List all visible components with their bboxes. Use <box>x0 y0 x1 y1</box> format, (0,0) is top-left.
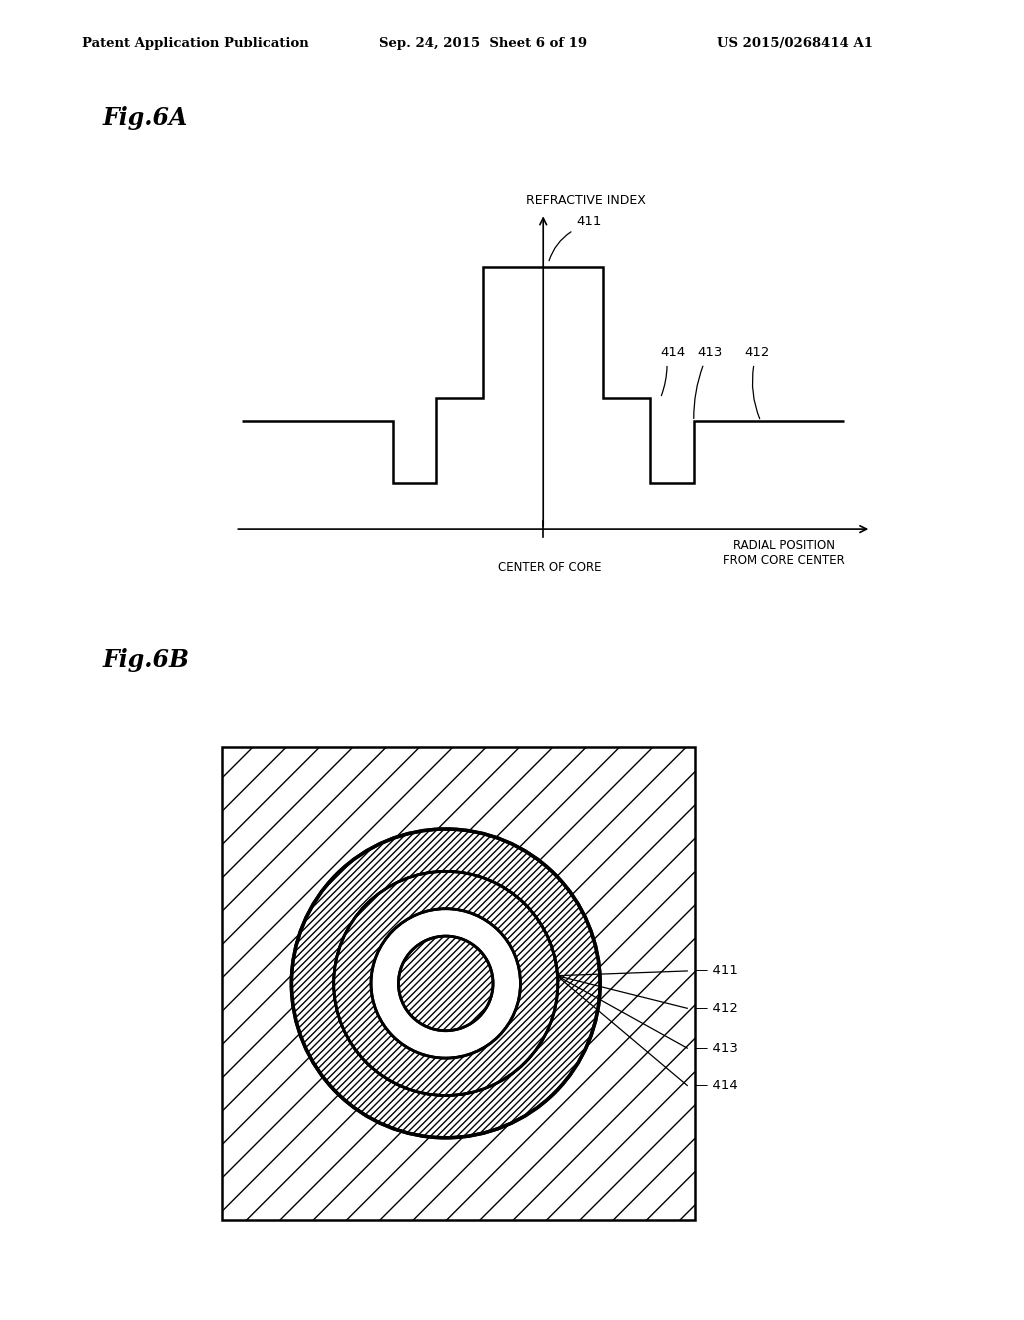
Circle shape <box>398 936 493 1031</box>
Text: 411: 411 <box>577 215 602 228</box>
Text: CENTER OF CORE: CENTER OF CORE <box>498 561 602 574</box>
Text: RADIAL POSITION
FROM CORE CENTER: RADIAL POSITION FROM CORE CENTER <box>723 539 845 566</box>
Bar <box>221 747 694 1220</box>
Circle shape <box>292 829 600 1138</box>
Circle shape <box>334 871 558 1096</box>
Text: REFRACTIVE INDEX: REFRACTIVE INDEX <box>526 194 646 207</box>
Circle shape <box>334 871 558 1096</box>
Text: Patent Application Publication: Patent Application Publication <box>82 37 308 50</box>
Text: Fig.6A: Fig.6A <box>102 107 187 131</box>
Circle shape <box>292 829 600 1138</box>
Text: — 411: — 411 <box>694 965 737 977</box>
Text: — 413: — 413 <box>694 1041 737 1055</box>
Text: Fig.6B: Fig.6B <box>102 648 189 672</box>
Text: US 2015/0268414 A1: US 2015/0268414 A1 <box>717 37 872 50</box>
Text: 412: 412 <box>744 346 769 359</box>
Text: — 412: — 412 <box>694 1002 737 1015</box>
Text: Sep. 24, 2015  Sheet 6 of 19: Sep. 24, 2015 Sheet 6 of 19 <box>379 37 587 50</box>
Circle shape <box>371 908 520 1059</box>
Text: 414: 414 <box>660 346 686 359</box>
Text: 413: 413 <box>697 346 723 359</box>
Text: — 414: — 414 <box>694 1078 737 1092</box>
